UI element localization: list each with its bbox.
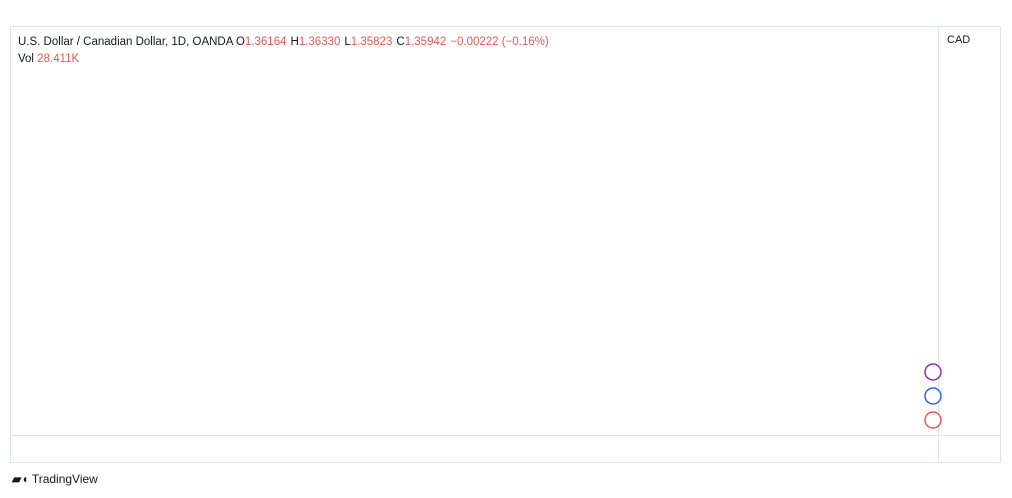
event-icon[interactable]: [924, 363, 942, 381]
volume-name: Vol: [18, 53, 34, 65]
ohlc-value: 1.35942: [404, 36, 447, 48]
change: −0.00222 (−0.16%): [450, 36, 549, 48]
brand-name: TradingView: [31, 472, 98, 486]
news-icon[interactable]: [924, 411, 942, 429]
ohlc-key: H: [290, 36, 299, 48]
ohlc-key: C: [396, 36, 405, 48]
ohlc-value: 1.35823: [350, 36, 393, 48]
ohlc-key: O: [235, 36, 245, 48]
brand-logo: ▰◖: [12, 472, 32, 486]
ohlc-value: 1.36164: [244, 36, 287, 48]
currency: CAD: [947, 34, 970, 46]
legend-row: U.S. Dollar / Canadian Dollar, 1D, OANDA…: [18, 34, 553, 51]
chart-frame: [10, 26, 1001, 463]
ohlc-values: O1.36164 H1.36330 L1.35823 C1.35942: [236, 36, 450, 48]
symbol-title: U.S. Dollar / Canadian Dollar, 1D, OANDA: [18, 36, 233, 48]
ohlc-key: L: [344, 36, 351, 48]
brand[interactable]: ▰◖ TradingView: [12, 472, 98, 486]
volume-row: Vol 28.411K: [18, 51, 553, 68]
flag-icon[interactable]: [924, 387, 942, 405]
legend: U.S. Dollar / Canadian Dollar, 1D, OANDA…: [18, 34, 553, 68]
volume-value: 28.411K: [37, 53, 80, 65]
ohlc-value: 1.36330: [298, 36, 341, 48]
